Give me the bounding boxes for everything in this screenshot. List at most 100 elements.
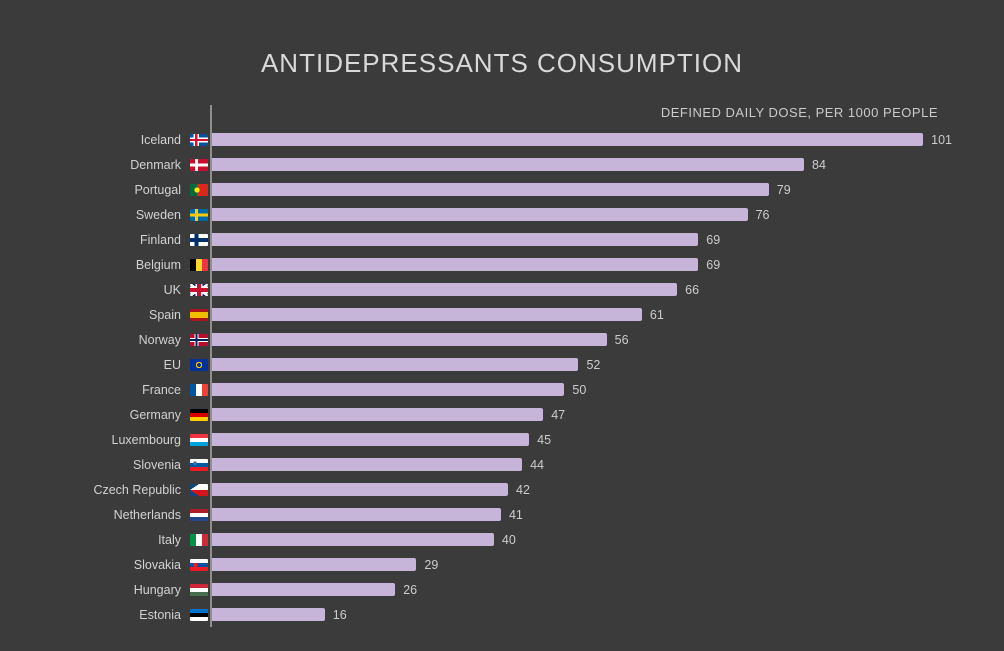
flag-cell bbox=[190, 402, 210, 427]
bar-track: 52 bbox=[210, 352, 952, 377]
row-label: Finland bbox=[140, 232, 181, 247]
bar-value: 69 bbox=[706, 257, 721, 272]
bar bbox=[212, 508, 501, 521]
bar-value: 50 bbox=[572, 382, 587, 397]
bar-value: 40 bbox=[501, 532, 516, 547]
flag-cell bbox=[190, 252, 210, 277]
netherlands-flag-icon bbox=[190, 508, 208, 521]
slovakia-flag-icon bbox=[190, 558, 208, 571]
flag-cell bbox=[190, 477, 210, 502]
bar-value: 52 bbox=[586, 357, 601, 372]
finland-flag-icon bbox=[190, 233, 208, 246]
bar-value: 42 bbox=[516, 482, 530, 497]
flag-cell bbox=[190, 227, 210, 252]
bar bbox=[212, 458, 523, 471]
row-label: Netherlands bbox=[113, 507, 181, 522]
bar-value: 76 bbox=[755, 207, 770, 222]
bar-chart: DEFINED DAILY DOSE, PER 1000 PEOPLE Icel… bbox=[40, 105, 952, 627]
row-label: EU bbox=[163, 357, 181, 372]
flag-cell bbox=[190, 577, 210, 602]
bar-track: 69 bbox=[210, 227, 952, 252]
bar bbox=[212, 283, 678, 296]
bar-value: 29 bbox=[424, 557, 439, 572]
bar-track: 76 bbox=[210, 202, 952, 227]
bar-track: 61 bbox=[210, 302, 952, 327]
flag-cell bbox=[190, 127, 210, 152]
eu-flag-icon bbox=[190, 358, 208, 371]
bar-track: 66 bbox=[210, 277, 952, 302]
bar-track: 45 bbox=[210, 427, 952, 452]
flag-cell bbox=[190, 602, 210, 627]
bar bbox=[212, 208, 748, 221]
bar bbox=[212, 308, 642, 321]
spain-flag-icon bbox=[190, 308, 208, 321]
bar bbox=[212, 483, 508, 496]
bar-track: 50 bbox=[210, 377, 952, 402]
iceland-flag-icon bbox=[190, 133, 208, 146]
luxembourg-flag-icon bbox=[190, 433, 208, 446]
bar-value: 61 bbox=[649, 307, 664, 322]
flag-cell bbox=[190, 202, 210, 227]
denmark-flag-icon bbox=[190, 158, 208, 171]
sweden-flag-icon bbox=[190, 208, 208, 221]
bar-track: 79 bbox=[210, 177, 952, 202]
bar-value: 69 bbox=[706, 232, 721, 247]
row-label: Estonia bbox=[139, 607, 181, 622]
row-label: Slovenia bbox=[133, 457, 181, 472]
bar-track: 26 bbox=[210, 577, 952, 602]
bar-track: 101 bbox=[210, 127, 952, 152]
bar bbox=[212, 533, 494, 546]
bar bbox=[212, 433, 530, 446]
page-title: ANTIDEPRESSANTS CONSUMPTION bbox=[260, 48, 744, 78]
row-label: Hungary bbox=[133, 582, 181, 597]
flag-cell bbox=[190, 177, 210, 202]
uk-flag-icon bbox=[190, 283, 208, 296]
row-label: Germany bbox=[129, 407, 181, 422]
belgium-flag-icon bbox=[190, 258, 208, 271]
norway-flag-icon bbox=[190, 333, 208, 346]
hungary-flag-icon bbox=[190, 583, 208, 596]
bar-value: 41 bbox=[508, 507, 523, 522]
italy-flag-icon bbox=[190, 533, 208, 546]
czech-republic-flag-icon bbox=[190, 483, 208, 496]
france-flag-icon bbox=[190, 383, 208, 396]
flag-cell bbox=[190, 527, 210, 552]
portugal-flag-icon bbox=[190, 183, 208, 196]
bar bbox=[212, 233, 699, 246]
estonia-flag-icon bbox=[190, 608, 208, 621]
bar bbox=[212, 333, 607, 346]
bar bbox=[212, 258, 699, 271]
row-label: Norway bbox=[138, 332, 181, 347]
bar-value: 66 bbox=[685, 282, 700, 297]
flag-cell bbox=[190, 352, 210, 377]
bar bbox=[212, 583, 396, 596]
row-label: Luxembourg bbox=[111, 432, 182, 447]
row-label: Iceland bbox=[140, 132, 181, 147]
row-label: Italy bbox=[158, 532, 181, 547]
bar-value: 16 bbox=[332, 607, 347, 622]
row-label: Czech Republic bbox=[93, 482, 181, 497]
bar-value: 47 bbox=[551, 407, 566, 422]
bar bbox=[212, 383, 565, 396]
bar bbox=[212, 183, 769, 196]
flag-cell bbox=[190, 452, 210, 477]
flag-cell bbox=[190, 327, 210, 352]
row-label: Portugal bbox=[134, 182, 181, 197]
bar-value: 84 bbox=[812, 157, 826, 172]
bar-value: 45 bbox=[537, 432, 552, 447]
bar-track: 16 bbox=[210, 602, 952, 627]
flag-cell bbox=[190, 277, 210, 302]
flag-cell bbox=[190, 302, 210, 327]
bar-value: 26 bbox=[403, 582, 418, 597]
subtitle-spacer bbox=[40, 105, 210, 127]
bar-track: 41 bbox=[210, 502, 952, 527]
bar-track: 44 bbox=[210, 452, 952, 477]
bar-track: 56 bbox=[210, 327, 952, 352]
bar-value: 44 bbox=[530, 457, 544, 472]
slovenia-flag-icon bbox=[190, 458, 208, 471]
row-label: Sweden bbox=[135, 207, 181, 222]
bar bbox=[212, 608, 325, 621]
flag-cell bbox=[190, 377, 210, 402]
bar-value: 56 bbox=[614, 332, 629, 347]
bar-track: 47 bbox=[210, 402, 952, 427]
